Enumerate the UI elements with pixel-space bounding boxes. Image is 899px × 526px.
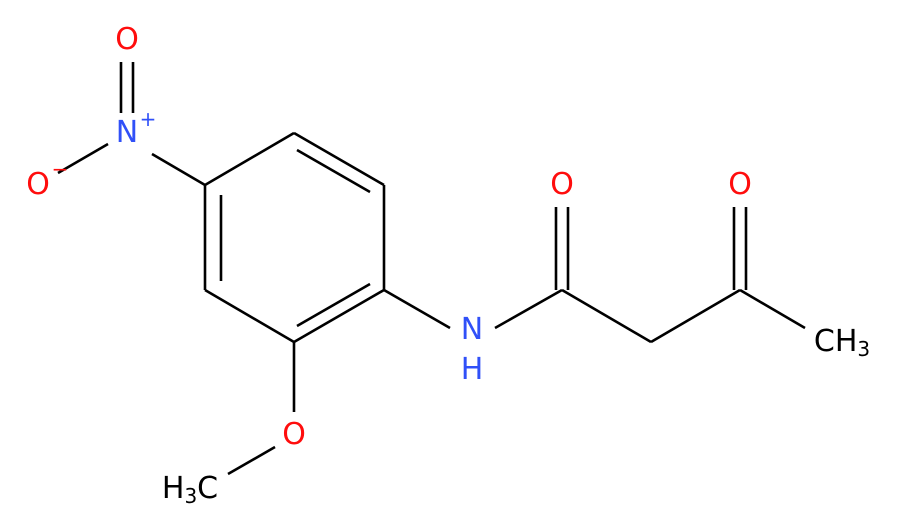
atom-label: O xyxy=(728,167,752,202)
atom-label: O xyxy=(115,22,139,57)
charge-label: − xyxy=(52,157,69,181)
bonds xyxy=(57,62,806,476)
atom-label: H xyxy=(461,352,484,387)
atom-label: O xyxy=(26,167,50,202)
atom-label: O xyxy=(550,167,574,202)
atom-label: H3C xyxy=(162,471,218,508)
atom-label: CH3 xyxy=(814,324,870,361)
charge-label: + xyxy=(140,107,157,131)
atom-label: O xyxy=(282,417,306,452)
atom-label: N xyxy=(461,312,483,347)
atom-label: N xyxy=(116,115,138,150)
